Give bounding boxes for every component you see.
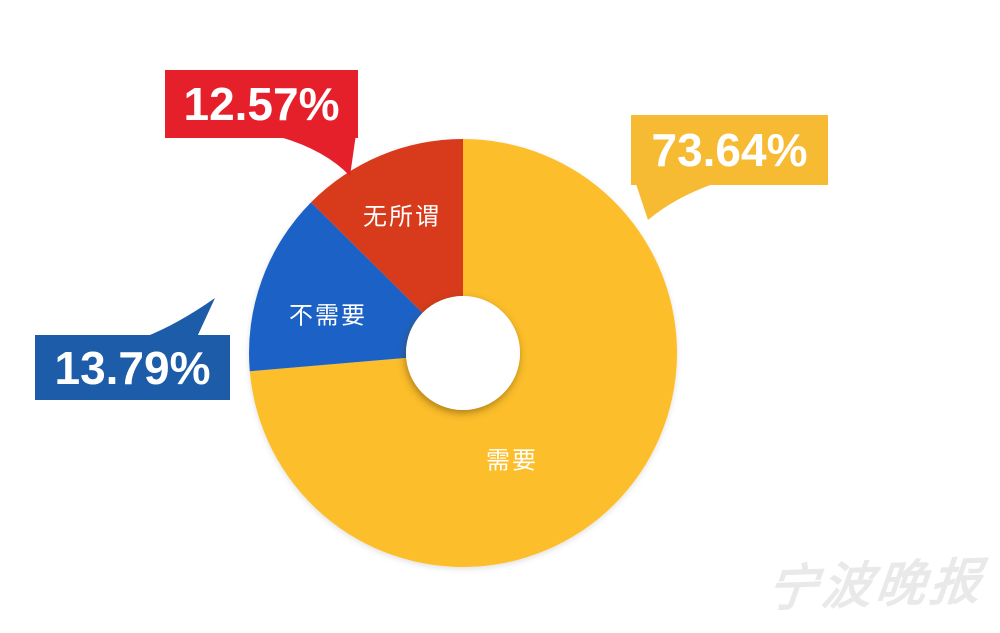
callout-bubble-need: 73.64% xyxy=(631,115,828,185)
donut-hole xyxy=(406,296,520,410)
donut-slice-0 xyxy=(249,139,677,567)
donut-slice-2 xyxy=(311,139,463,313)
callout-tail-indifferent xyxy=(280,120,358,176)
callout-value-need: 73.64% xyxy=(651,124,808,176)
donut-slice-1 xyxy=(249,202,423,372)
callout-bubble-no-need: 13.79% xyxy=(35,335,230,400)
callout-tail-no-need xyxy=(145,298,215,337)
donut-slices-group xyxy=(249,139,677,567)
callout-bubble-indifferent: 12.57% xyxy=(165,70,358,138)
callout-value-indifferent: 12.57% xyxy=(183,78,340,130)
slice-label-no-need: 不需要 xyxy=(289,303,367,330)
callout-value-no-need: 13.79% xyxy=(54,341,211,394)
callout-tail-need xyxy=(636,184,713,220)
watermark-logo: 宁波晚报 xyxy=(764,551,988,619)
slice-label-need: 需要 xyxy=(486,448,538,475)
slice-label-indifferent: 无所谓 xyxy=(363,204,441,231)
